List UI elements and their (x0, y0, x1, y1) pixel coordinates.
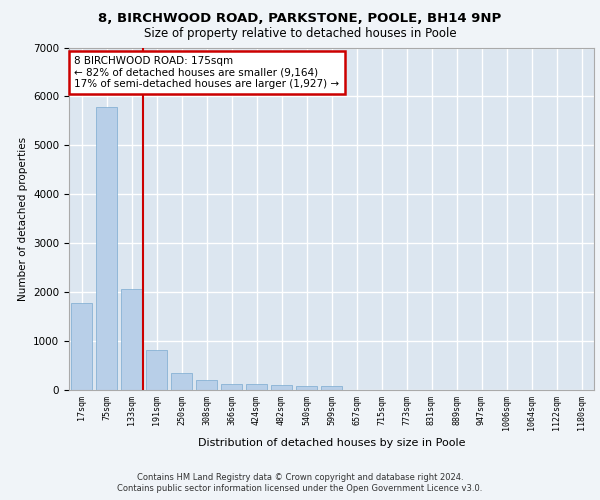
Text: 8 BIRCHWOOD ROAD: 175sqm
← 82% of detached houses are smaller (9,164)
17% of sem: 8 BIRCHWOOD ROAD: 175sqm ← 82% of detach… (74, 56, 340, 90)
Bar (71, 303, 92, 390)
X-axis label: Distribution of detached houses by size in Poole: Distribution of detached houses by size … (198, 438, 465, 448)
Bar (246, 384, 267, 390)
Bar (221, 384, 242, 390)
Text: Contains public sector information licensed under the Open Government Licence v3: Contains public sector information licen… (118, 484, 482, 493)
Bar (271, 385, 292, 390)
Bar (146, 350, 167, 390)
Bar (296, 386, 317, 390)
Bar (121, 289, 142, 390)
Y-axis label: Number of detached properties: Number of detached properties (17, 136, 28, 301)
Text: Size of property relative to detached houses in Poole: Size of property relative to detached ho… (143, 28, 457, 40)
Text: Contains HM Land Registry data © Crown copyright and database right 2024.: Contains HM Land Registry data © Crown c… (137, 472, 463, 482)
Bar (171, 374, 192, 390)
Text: 8, BIRCHWOOD ROAD, PARKSTONE, POOLE, BH14 9NP: 8, BIRCHWOOD ROAD, PARKSTONE, POOLE, BH1… (98, 12, 502, 26)
Bar (321, 386, 342, 390)
Bar (196, 380, 217, 390)
Bar (96, 107, 117, 390)
